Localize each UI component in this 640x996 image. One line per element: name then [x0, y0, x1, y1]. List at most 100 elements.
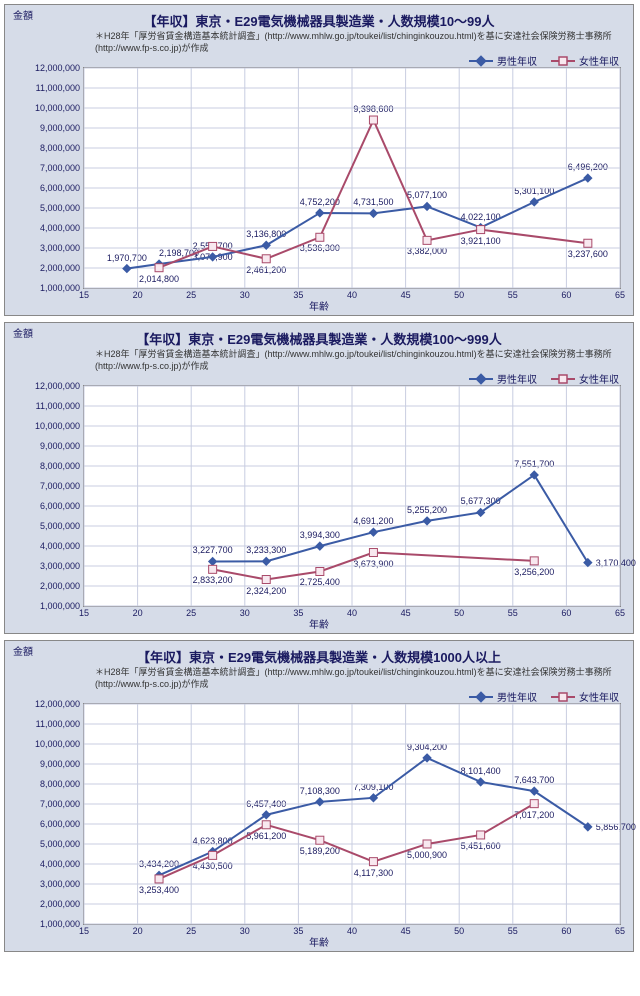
legend-label: 女性年収 — [579, 53, 619, 68]
y-tick-label: 6,000,000 — [40, 183, 84, 193]
x-tick-label: 40 — [347, 606, 357, 618]
x-tick-label: 65 — [615, 288, 625, 300]
chart-panel: 【年収】東京・E29電気機械器具製造業・人数規模1000人以上＊H28年「厚労省… — [4, 640, 634, 952]
x-tick-label: 60 — [561, 606, 571, 618]
x-tick-label: 65 — [615, 606, 625, 618]
x-tick-label: 65 — [615, 924, 625, 936]
x-tick-label: 25 — [186, 924, 196, 936]
y-tick-label: 6,000,000 — [40, 501, 84, 511]
legend: 男性年収 女性年収 — [469, 371, 619, 386]
x-tick-label: 45 — [401, 288, 411, 300]
square-marker — [584, 239, 592, 247]
legend-label: 男性年収 — [497, 371, 537, 386]
square-marker — [369, 549, 377, 557]
x-tick-label: 20 — [133, 288, 143, 300]
y-tick-label: 4,000,000 — [40, 223, 84, 233]
y-tick-label: 1,000,000 — [40, 283, 84, 293]
series-line — [127, 178, 588, 269]
x-tick-label: 40 — [347, 924, 357, 936]
y-tick-label: 10,000,000 — [35, 739, 84, 749]
y-tick-label: 2,000,000 — [40, 263, 84, 273]
diamond-marker — [423, 202, 431, 210]
y-tick-label: 12,000,000 — [35, 699, 84, 709]
square-marker — [316, 567, 324, 575]
legend-item: 男性年収 — [469, 371, 537, 386]
diamond-marker — [477, 778, 485, 786]
diamond-marker — [262, 557, 270, 565]
x-tick-label: 60 — [561, 924, 571, 936]
y-tick-label: 3,000,000 — [40, 243, 84, 253]
chart-panel: 【年収】東京・E29電気機械器具製造業・人数規模100～999人＊H28年「厚労… — [4, 322, 634, 634]
y-tick-label: 3,000,000 — [40, 879, 84, 889]
square-marker — [262, 821, 270, 829]
square-marker — [262, 255, 270, 263]
square-marker — [209, 242, 217, 250]
square-icon — [551, 55, 575, 67]
y-tick-label: 2,000,000 — [40, 899, 84, 909]
chart-subtitle: ＊H28年「厚労省賃金構造基本統計調査」(http://www.mhlw.go.… — [95, 349, 623, 372]
x-tick-label: 15 — [79, 924, 89, 936]
y-axis-label: 金額 — [13, 643, 33, 658]
y-axis-label: 金額 — [13, 7, 33, 22]
square-marker — [423, 840, 431, 848]
diamond-marker — [209, 253, 217, 261]
chart-stack: 【年収】東京・E29電気機械器具製造業・人数規模10～99人 ＊H28年「厚労省賃… — [4, 4, 636, 952]
square-icon — [551, 691, 575, 703]
square-marker — [316, 836, 324, 844]
chart-subtitle: ＊H28年「厚労省賃金構造基本統計調査」(http://www.mhlw.go.… — [95, 667, 623, 690]
x-tick-label: 30 — [240, 288, 250, 300]
legend-label: 女性年収 — [579, 371, 619, 386]
y-tick-label: 10,000,000 — [35, 421, 84, 431]
y-tick-label: 1,000,000 — [40, 919, 84, 929]
square-marker — [262, 576, 270, 584]
series-line — [159, 804, 534, 879]
x-tick-label: 45 — [401, 924, 411, 936]
x-axis-label: 年齢 — [309, 298, 329, 313]
y-tick-label: 10,000,000 — [35, 103, 84, 113]
y-tick-label: 5,000,000 — [40, 839, 84, 849]
chart-panel: 【年収】東京・E29電気機械器具製造業・人数規模10～99人＊H28年「厚労省賃… — [4, 4, 634, 316]
plot-area: 1,000,0002,000,0003,000,0004,000,0005,00… — [83, 67, 621, 289]
square-icon — [551, 373, 575, 385]
x-axis-label: 年齢 — [309, 616, 329, 631]
legend-item: 男性年収 — [469, 53, 537, 68]
chart-title: 【年収】東京・E29電気機械器具製造業・人数規模10～99人 — [5, 11, 633, 30]
y-tick-label: 9,000,000 — [40, 759, 84, 769]
x-tick-label: 15 — [79, 606, 89, 618]
diamond-marker — [369, 209, 377, 217]
y-tick-label: 8,000,000 — [40, 779, 84, 789]
x-tick-label: 30 — [240, 924, 250, 936]
y-tick-label: 5,000,000 — [40, 521, 84, 531]
x-tick-label: 45 — [401, 606, 411, 618]
plot-area: 1,000,0002,000,0003,000,0004,000,0005,00… — [83, 703, 621, 925]
diamond-icon — [469, 691, 493, 703]
y-tick-label: 9,000,000 — [40, 123, 84, 133]
square-marker — [477, 831, 485, 839]
y-tick-label: 8,000,000 — [40, 461, 84, 471]
x-tick-label: 35 — [293, 606, 303, 618]
y-tick-label: 6,000,000 — [40, 819, 84, 829]
y-axis-label: 金額 — [13, 325, 33, 340]
square-marker — [155, 875, 163, 883]
square-marker — [423, 236, 431, 244]
y-tick-label: 7,000,000 — [40, 481, 84, 491]
series-line — [159, 120, 588, 268]
y-tick-label: 5,000,000 — [40, 203, 84, 213]
square-marker — [530, 800, 538, 808]
legend-item: 男性年収 — [469, 689, 537, 704]
diamond-marker — [423, 517, 431, 525]
square-marker — [209, 565, 217, 573]
diamond-marker — [209, 557, 217, 565]
x-tick-label: 50 — [454, 606, 464, 618]
legend: 男性年収 女性年収 — [469, 53, 619, 68]
x-tick-label: 40 — [347, 288, 357, 300]
y-tick-label: 12,000,000 — [35, 381, 84, 391]
y-tick-label: 7,000,000 — [40, 799, 84, 809]
legend-label: 女性年収 — [579, 689, 619, 704]
legend-label: 男性年収 — [497, 53, 537, 68]
legend-item: 女性年収 — [551, 371, 619, 386]
series-line — [213, 475, 588, 563]
square-marker — [155, 264, 163, 272]
x-tick-label: 30 — [240, 606, 250, 618]
x-tick-label: 55 — [508, 924, 518, 936]
